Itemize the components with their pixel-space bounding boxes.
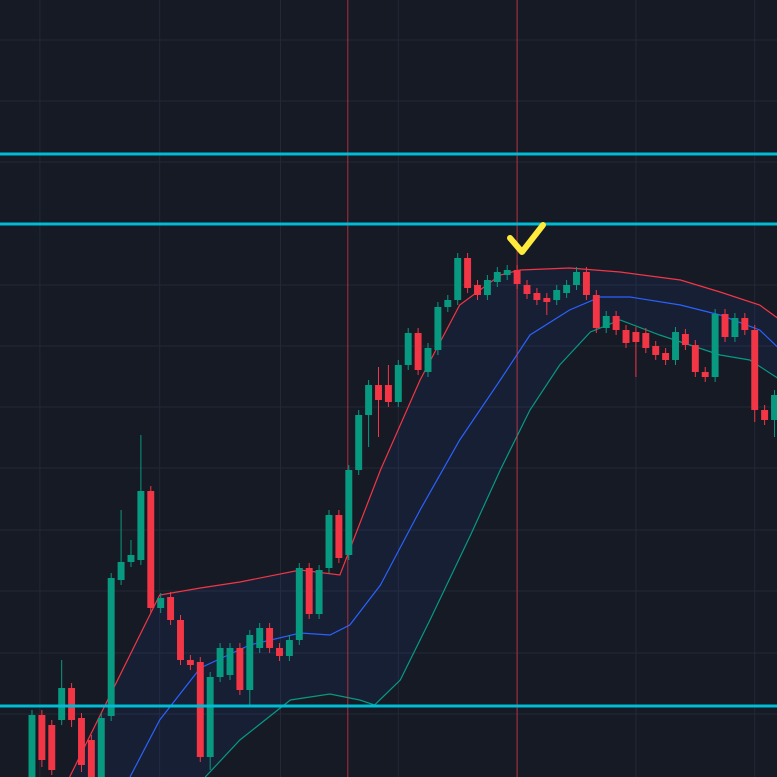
candle-body (622, 330, 630, 343)
candle-body (474, 285, 481, 295)
candle-body (246, 635, 254, 690)
candle-body (276, 648, 283, 656)
candle-body (107, 578, 115, 716)
candle-body (523, 285, 531, 294)
candle-body (48, 725, 56, 770)
candle-body (196, 662, 204, 757)
candle-body (741, 318, 749, 330)
candle-body (315, 570, 323, 614)
candle-body (78, 718, 85, 765)
candle-body (513, 270, 521, 284)
candles (28, 253, 777, 777)
candle-body (582, 272, 590, 295)
candle-body (414, 333, 422, 370)
candle-body (761, 410, 769, 420)
candle-body (384, 385, 392, 402)
candle-body (345, 470, 353, 555)
candle-body (68, 688, 76, 720)
candle-body (266, 628, 274, 648)
candle-body (454, 258, 462, 300)
candle-body (87, 740, 95, 777)
candle-body (137, 491, 145, 560)
candle-body (434, 307, 442, 350)
candle-body (771, 395, 777, 420)
candle-body (38, 715, 46, 760)
candle-body (662, 353, 670, 360)
candle-body (206, 677, 214, 757)
candle-body (652, 346, 660, 355)
candle-body (404, 333, 412, 365)
vertical-lines (347, 0, 518, 777)
candle-body (553, 290, 561, 300)
candle-body (216, 648, 224, 677)
candle-body (226, 648, 234, 675)
candle-body (167, 597, 175, 620)
candle-body (365, 385, 373, 415)
candle-body (375, 385, 382, 400)
candle-body (632, 332, 640, 342)
candle-body (256, 628, 264, 648)
candle-body (28, 715, 36, 777)
candle-body (58, 688, 66, 720)
candle-body (394, 365, 402, 402)
candle-body (592, 295, 600, 328)
candle-body (711, 314, 719, 377)
levels (0, 152, 777, 708)
candle-body (236, 648, 244, 690)
candle-body (642, 333, 650, 348)
candle-body (483, 280, 491, 295)
candle-body (731, 318, 739, 337)
candle-body (691, 345, 699, 372)
candle-body (127, 555, 135, 562)
candle-body (612, 316, 620, 330)
candle-body (573, 272, 580, 285)
candle-body (563, 285, 571, 293)
candle-body (157, 598, 165, 608)
candle-body (355, 415, 363, 470)
candle-body (543, 298, 551, 302)
checkmark-icon (507, 222, 546, 255)
candle-body (751, 330, 759, 410)
candle-body (186, 660, 194, 665)
band-line (204, 319, 777, 777)
candle-body (117, 562, 125, 580)
candle-body (444, 300, 452, 307)
candle-body (424, 348, 432, 372)
candle-body (681, 334, 689, 345)
candle-body (721, 314, 729, 337)
candle-body (325, 515, 333, 568)
candle-body (305, 568, 313, 614)
candle-body (533, 293, 541, 300)
candle-body (464, 258, 472, 288)
candle-body (503, 270, 511, 275)
candle-body (97, 718, 105, 777)
candle-body (335, 515, 343, 558)
candle-body (295, 568, 303, 640)
candle-body (672, 332, 679, 360)
candle-body (701, 372, 709, 377)
candle-body (177, 620, 184, 660)
candle-body (493, 272, 501, 282)
candle-body (602, 316, 610, 328)
candle-body (147, 491, 155, 608)
candle-body (285, 640, 293, 656)
